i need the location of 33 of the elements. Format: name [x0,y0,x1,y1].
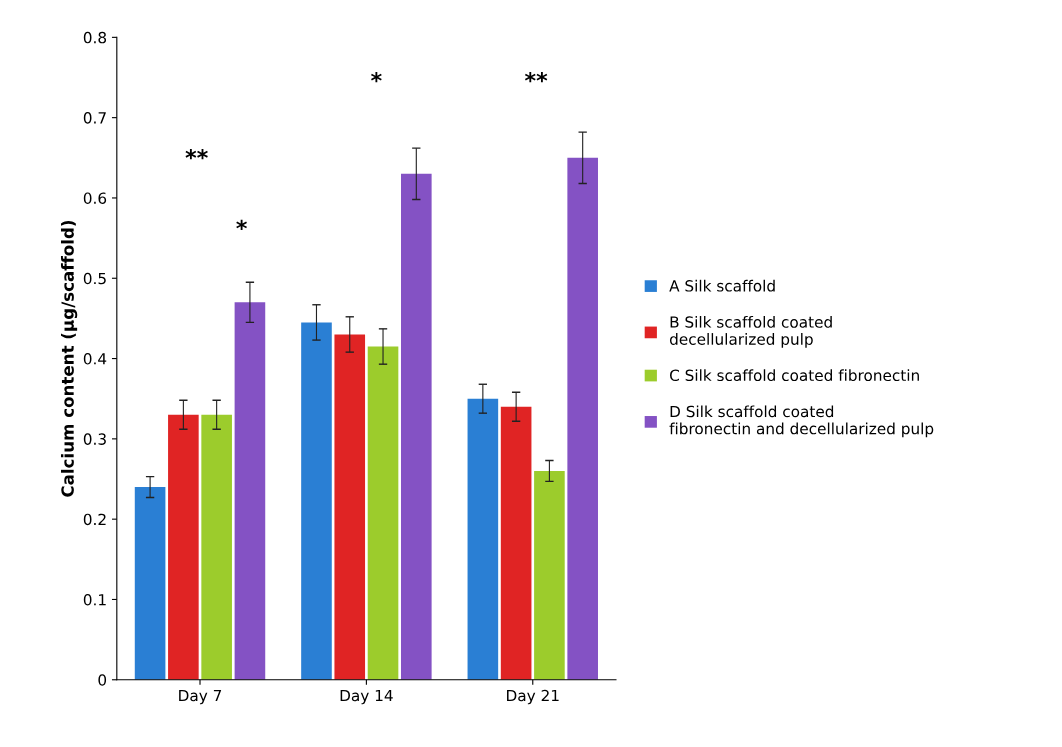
y-tick-label: 0.4 [83,353,107,365]
annotation: * [371,71,382,83]
y-tick-label: 0.8 [83,31,107,44]
y-tick-label: 0.1 [83,593,106,606]
bar [168,414,199,680]
y-tick-label: 0.3 [83,433,106,445]
bar [367,346,399,680]
bar [467,398,499,680]
annotation: ** [185,149,208,160]
y-axis-title: Calcium content (µg/scaffold) [60,220,78,497]
legend-label: C Silk scaffold coated fibronectin [669,369,919,382]
y-tick-label: 0.5 [83,272,106,285]
bar [500,406,532,680]
y-tick-label: 0.2 [83,513,106,526]
legend-label: B Silk scaffold coated decellularized pulp [669,315,832,348]
bar [401,173,432,680]
y-tick-label: 0.6 [83,192,107,204]
legend-label: A Silk scaffold [669,279,775,292]
bar [334,334,366,680]
legend-label: D Silk scaffold coated fibronectin and decellularized pulp [669,405,934,438]
y-tick-label: 0 [98,674,107,686]
bar [201,414,232,680]
bar [234,302,266,680]
x-tick-label: Day 7 [179,689,222,705]
bar [301,322,332,680]
y-tick-label: 0.7 [83,112,106,124]
x-tick-label: Day 14 [340,689,393,705]
bar [534,470,565,680]
bar [134,487,166,680]
x-tick-label: Day 21 [507,689,559,705]
annotation: * [236,219,247,231]
bar [567,157,598,680]
annotation: ** [524,71,548,83]
